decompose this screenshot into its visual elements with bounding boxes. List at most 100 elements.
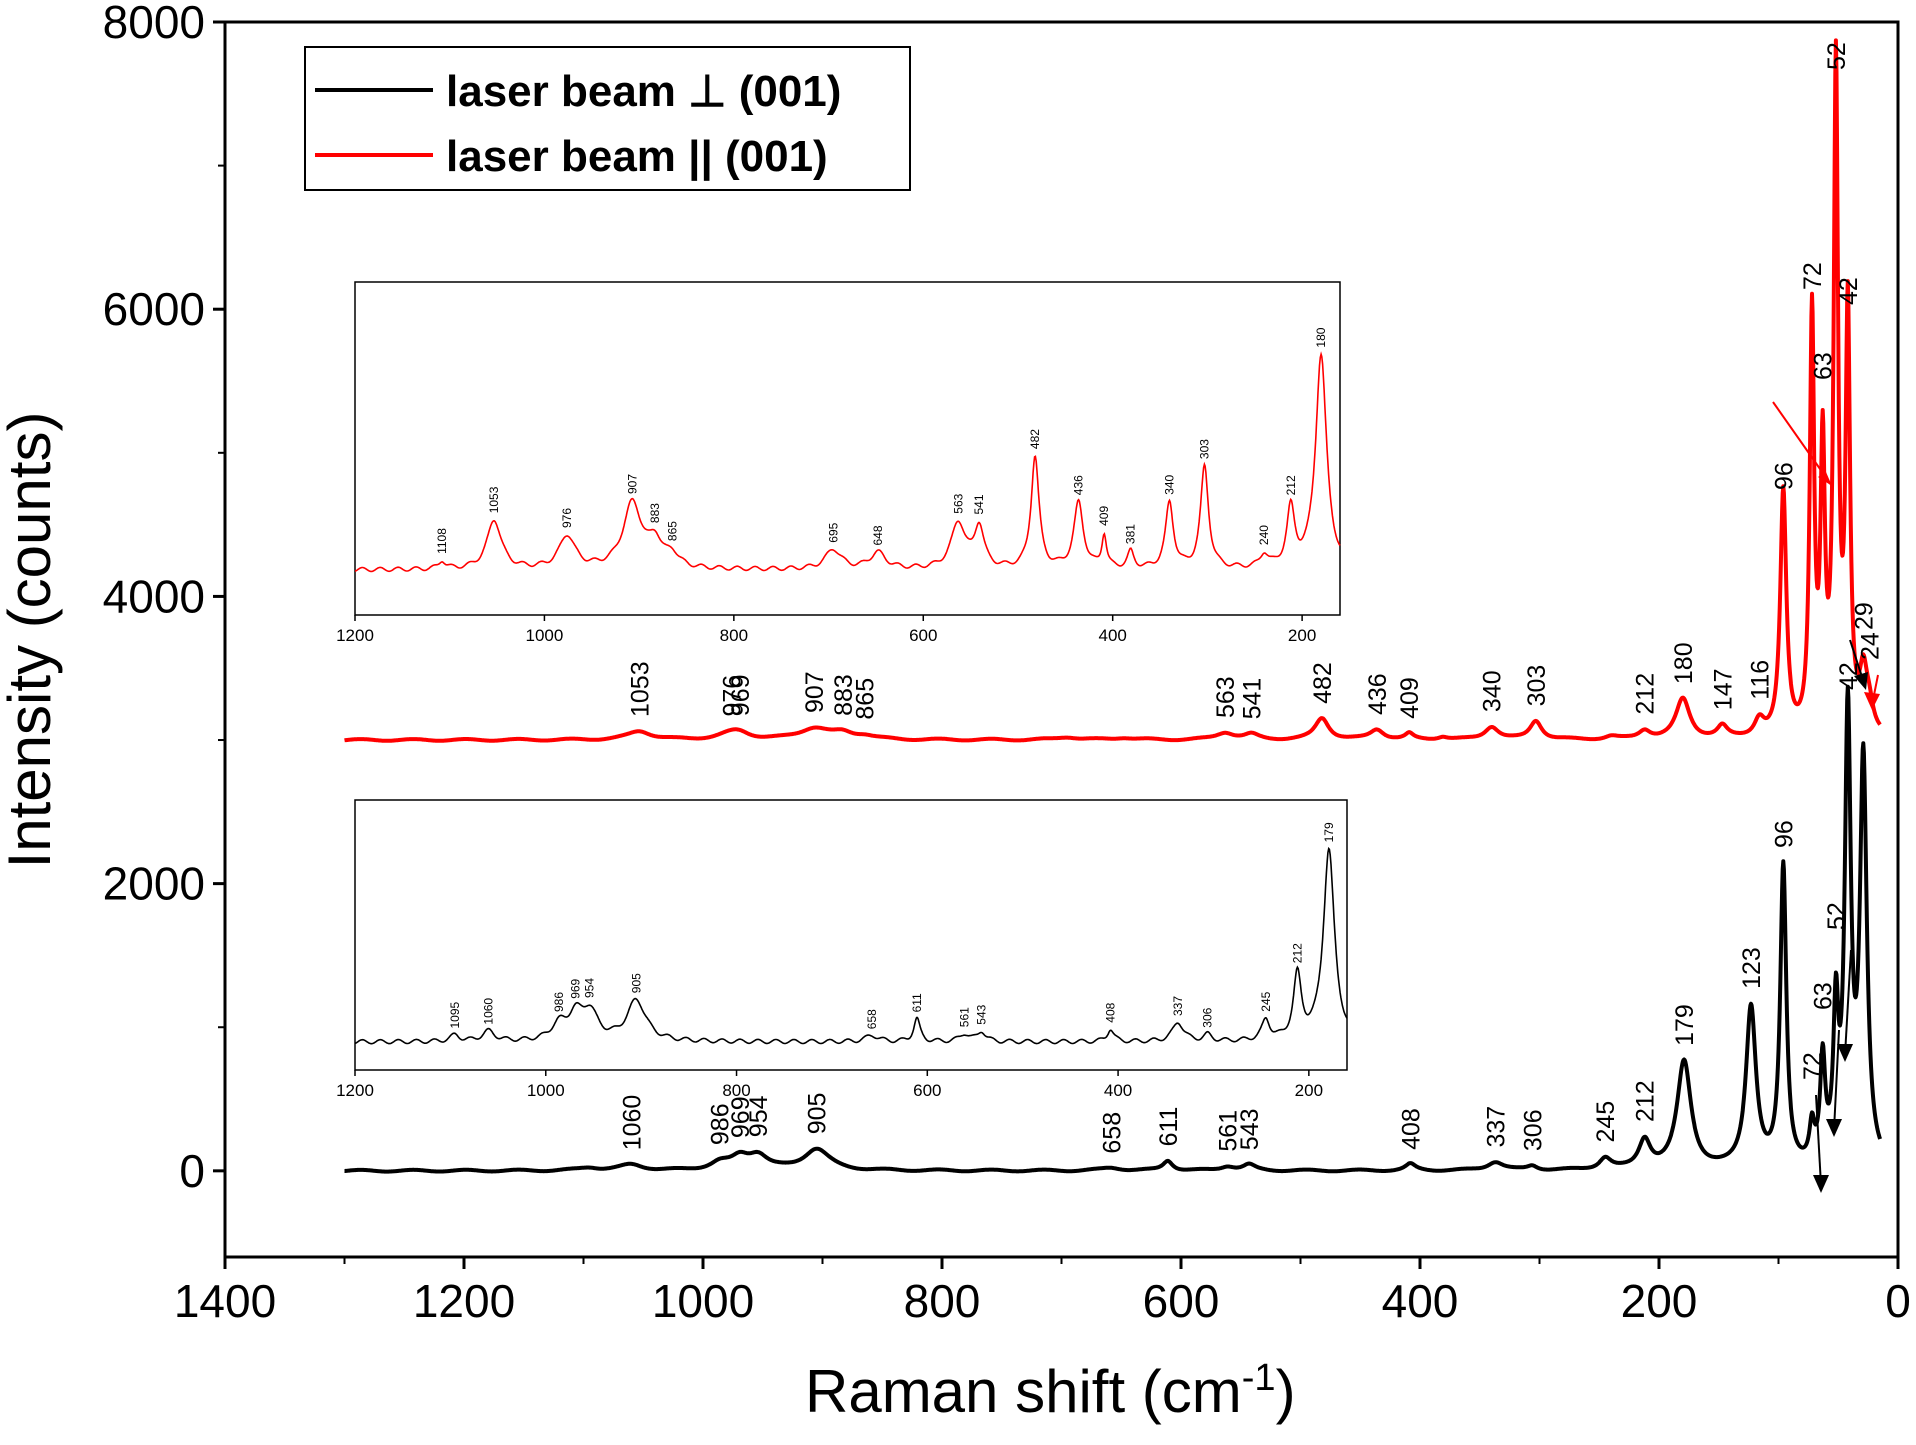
inset-peak-label: 303 [1198,439,1212,459]
peak-label: 212 [1632,1080,1660,1122]
inset-peak-label: 212 [1284,475,1298,495]
peak-label: 179 [1671,1004,1699,1046]
peak-label: 147 [1709,668,1737,710]
x-axis-title: Raman shift (cm-1) [805,1357,1296,1425]
inset-x-tick-label: 600 [909,626,937,645]
inset-peak-label: 381 [1124,524,1138,544]
peak-label: 96 [1770,820,1798,848]
inset-perpendicular-x-axis: 1200 1000 800 600 400 200 [336,1070,1323,1100]
inset-x-tick-label: 1200 [336,626,374,645]
series-line-parallel [343,38,1882,743]
inset-peak-label: 180 [1314,327,1328,347]
inset-peak-label: 907 [626,474,640,494]
peak-label: 883 [830,674,858,716]
inset-x-tick-label: 1200 [336,1081,374,1100]
inset-peak-label: 865 [665,521,679,541]
peak-label: 408 [1397,1108,1425,1150]
inset-peak-label: 976 [560,508,574,528]
peak-label: 541 [1239,678,1267,720]
peak-label: 52 [1823,902,1851,930]
legend-label-perpendicular: laser beam ⊥ (001) [446,67,841,116]
inset-peak-label: 541 [972,494,986,514]
inset-peak-label: 179 [1322,822,1336,842]
peak-label: 63 [1810,982,1838,1010]
inset-peak-label: 954 [583,978,597,998]
y-tick-label: 6000 [103,283,205,335]
series-line-perpendicular [343,684,1882,1174]
inset-peak-label: 1095 [448,1001,462,1028]
arrowhead-red-63 [1818,472,1832,486]
peak-label: 42 [1835,277,1863,305]
x-tick-label: 600 [1143,1275,1220,1327]
peak-label: 63 [1810,352,1838,380]
peak-label: 969 [727,1096,755,1138]
arrowhead-black-63 [1826,1119,1842,1137]
x-tick-label: 200 [1621,1275,1698,1327]
peak-label: 969 [727,674,755,716]
inset-peak-label: 409 [1097,506,1111,526]
inset-x-tick-label: 800 [720,626,748,645]
x-tick-label: 1400 [174,1275,276,1327]
peak-label: 976 [719,675,747,717]
inset-peak-label: 1053 [487,486,501,513]
plot-frame [223,20,1900,1259]
inset-peak-label: 648 [871,525,885,545]
peak-label: 986 [707,1103,735,1145]
y-tick-label: 8000 [103,0,205,48]
y-axis-title: Intensity (counts) [0,412,63,869]
inset-peak-label: 245 [1259,991,1273,1011]
inset-x-tick-label: 400 [1099,626,1127,645]
peak-label: 245 [1592,1101,1620,1143]
inset-peak-label: 436 [1072,475,1086,495]
x-tick-label: 800 [904,1275,981,1327]
y-tick-label: 0 [179,1145,205,1197]
arrow-black-72 [1815,1094,1822,1186]
peak-arrows [1772,401,1880,1193]
peak-label: 180 [1670,642,1698,684]
peak-label: 563 [1212,676,1240,718]
inset-parallel: 1200 1000 800 600 400 200 1108 1053 976 907 88386… [336,281,1341,645]
peak-label: 611 [1155,1107,1183,1147]
peak-label: 543 [1236,1108,1264,1150]
inset-peak-label: 543 [975,1004,989,1024]
peak-label: 436 [1364,673,1392,715]
peak-label: 409 [1396,677,1424,719]
x-tick-label: 1000 [652,1275,754,1327]
inset-peak-label: 306 [1201,1007,1215,1027]
inset-perpendicular-frame [354,799,1348,1071]
inset-peak-label: 1108 [435,528,449,554]
peak-label: 116 [1746,660,1774,700]
peak-label: 337 [1482,1106,1510,1148]
arrow-black-63 [1833,1029,1840,1131]
inset-peak-label: 658 [865,1009,879,1029]
inset-x-tick-label: 1000 [526,626,564,645]
peak-label: 24 [1856,632,1884,660]
inset-peak-label: 695 [826,522,840,542]
peak-label: 303 [1523,665,1551,707]
peak-label: 29 [1850,602,1878,630]
peak-label: 865 [851,678,879,720]
x-tick-label: 1200 [413,1275,515,1327]
peak-label: 1060 [618,1095,646,1151]
x-tick-label: 400 [1382,1275,1459,1327]
inset-x-tick-label: 1000 [527,1081,565,1100]
inset-peak-label: 408 [1103,1002,1117,1022]
inset-peak-label: 240 [1257,525,1271,545]
inset-peak-label: 561 [958,1007,972,1027]
peak-label: 561 [1215,1110,1243,1152]
inset-x-tick-label: 200 [1288,626,1316,645]
inset-peak-label: 883 [648,503,662,523]
inset-parallel-frame [354,281,1341,616]
inset-peak-label: 212 [1290,943,1304,963]
inset-peak-label: 340 [1163,474,1177,494]
legend-label-parallel: laser beam || (001) [446,132,828,182]
inset-perpendicular-line [354,846,1348,1045]
inset-x-tick-label: 800 [722,1081,750,1100]
peak-label: 72 [1799,1052,1827,1080]
inset-peak-label: 905 [629,973,643,993]
peak-label: 72 [1799,262,1827,290]
x-axis: 1400 1200 1000 800 600 400 200 0 [174,1257,1911,1327]
